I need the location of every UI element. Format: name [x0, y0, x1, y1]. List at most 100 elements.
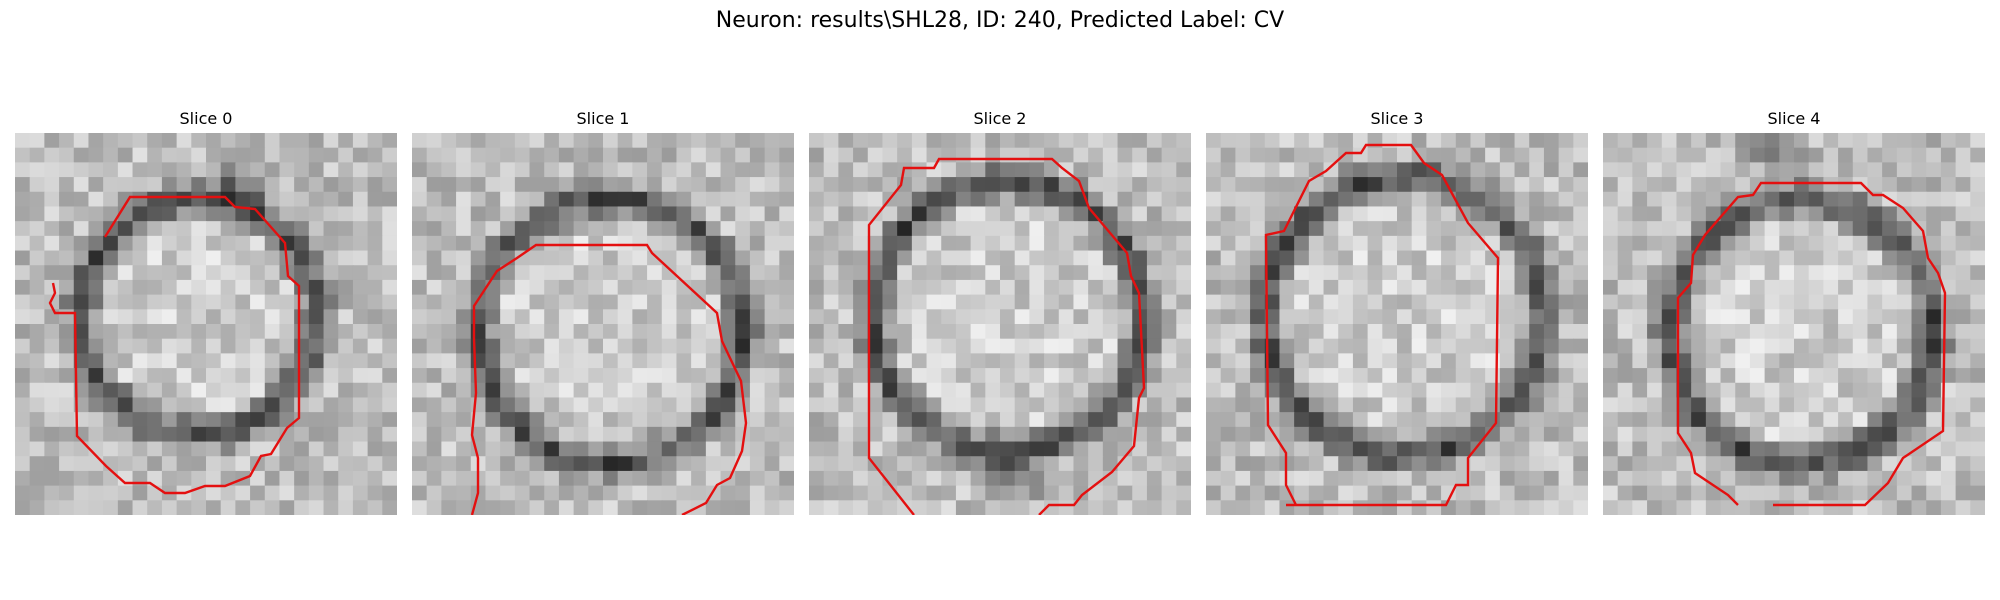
pixel	[720, 500, 736, 515]
pixel	[1397, 279, 1413, 296]
pixel	[250, 338, 266, 354]
pixel	[1206, 397, 1222, 413]
pixel	[206, 250, 222, 266]
pixel	[1794, 368, 1810, 384]
pixel	[1603, 397, 1619, 413]
pixel	[206, 206, 222, 222]
pixel	[661, 485, 678, 501]
pixel	[1514, 485, 1530, 501]
pixel	[1014, 412, 1030, 428]
pixel	[573, 382, 589, 399]
pixel	[441, 338, 457, 354]
pixel	[29, 382, 45, 399]
pixel	[161, 426, 178, 443]
pixel	[1573, 162, 1588, 178]
pixel	[1485, 470, 1501, 487]
pixel	[1308, 235, 1325, 252]
pixel	[1911, 500, 1927, 515]
pixel	[103, 250, 119, 266]
pixel	[647, 470, 663, 487]
pixel	[1926, 353, 1942, 369]
pixel	[15, 221, 31, 237]
pixel	[897, 397, 913, 413]
pixel	[1911, 309, 1927, 325]
pixel	[1852, 235, 1869, 252]
pixel	[323, 500, 339, 515]
pixel	[985, 235, 1001, 252]
pixel	[514, 353, 531, 369]
pixel	[132, 133, 148, 149]
pixel	[250, 162, 266, 178]
pixel	[911, 412, 928, 428]
pixel	[941, 191, 957, 208]
pixel	[1161, 470, 1177, 487]
pixel	[558, 456, 575, 472]
pixel	[1603, 279, 1619, 296]
pixel	[867, 235, 884, 252]
pixel	[1176, 206, 1191, 222]
pixel	[485, 368, 501, 384]
pixel	[1779, 191, 1795, 208]
pixel	[617, 441, 633, 457]
pixel	[1940, 294, 1957, 310]
pixel	[1838, 382, 1854, 399]
pixel	[1455, 162, 1472, 178]
pixel	[1073, 235, 1089, 252]
pixel	[1499, 426, 1516, 443]
pixel	[352, 382, 369, 399]
pixel	[1617, 206, 1633, 222]
pixel	[1058, 279, 1075, 296]
pixel	[1603, 309, 1619, 325]
pixel	[132, 426, 148, 443]
pixel	[1014, 470, 1030, 487]
pixel	[1397, 500, 1413, 515]
pixel	[1117, 133, 1133, 149]
pixel	[44, 206, 60, 222]
pixel	[1940, 221, 1957, 237]
pixel	[323, 250, 339, 266]
pixel	[235, 133, 251, 149]
pixel	[1940, 206, 1957, 222]
pixel	[1940, 426, 1957, 443]
pixel	[132, 162, 148, 178]
pixel	[514, 470, 531, 487]
pixel	[206, 294, 222, 310]
pixel	[1235, 441, 1251, 457]
pixel	[1029, 353, 1045, 369]
pixel	[1161, 221, 1177, 237]
pixel	[441, 368, 457, 384]
pixel	[941, 177, 957, 193]
pixel	[1470, 206, 1486, 222]
pixel	[338, 470, 354, 487]
pixel	[985, 191, 1001, 208]
pixel	[1117, 294, 1133, 310]
pixel	[1058, 309, 1075, 325]
pixel	[250, 279, 266, 296]
pixel	[15, 250, 31, 266]
pixel	[382, 500, 397, 515]
pixel	[853, 250, 869, 266]
pixel	[720, 338, 736, 354]
pixel	[1558, 279, 1574, 296]
pixel	[985, 133, 1001, 149]
pixel	[1661, 177, 1678, 193]
pixel	[1926, 368, 1942, 384]
pixel	[1691, 250, 1707, 266]
pixel	[1146, 191, 1163, 208]
pixel	[1014, 309, 1030, 325]
pixel	[1970, 500, 1985, 515]
pixel	[338, 324, 354, 340]
pixel	[1573, 441, 1588, 457]
pixel	[382, 456, 397, 472]
pixel	[1279, 177, 1295, 193]
pixel	[1940, 177, 1957, 193]
pixel	[1940, 470, 1957, 487]
pixel	[720, 279, 736, 296]
pixel	[470, 353, 487, 369]
pixel	[176, 162, 192, 178]
pixel	[1455, 382, 1472, 399]
pixel	[558, 177, 575, 193]
pixel	[617, 133, 633, 149]
pixel	[573, 368, 589, 384]
pixel	[720, 412, 736, 428]
